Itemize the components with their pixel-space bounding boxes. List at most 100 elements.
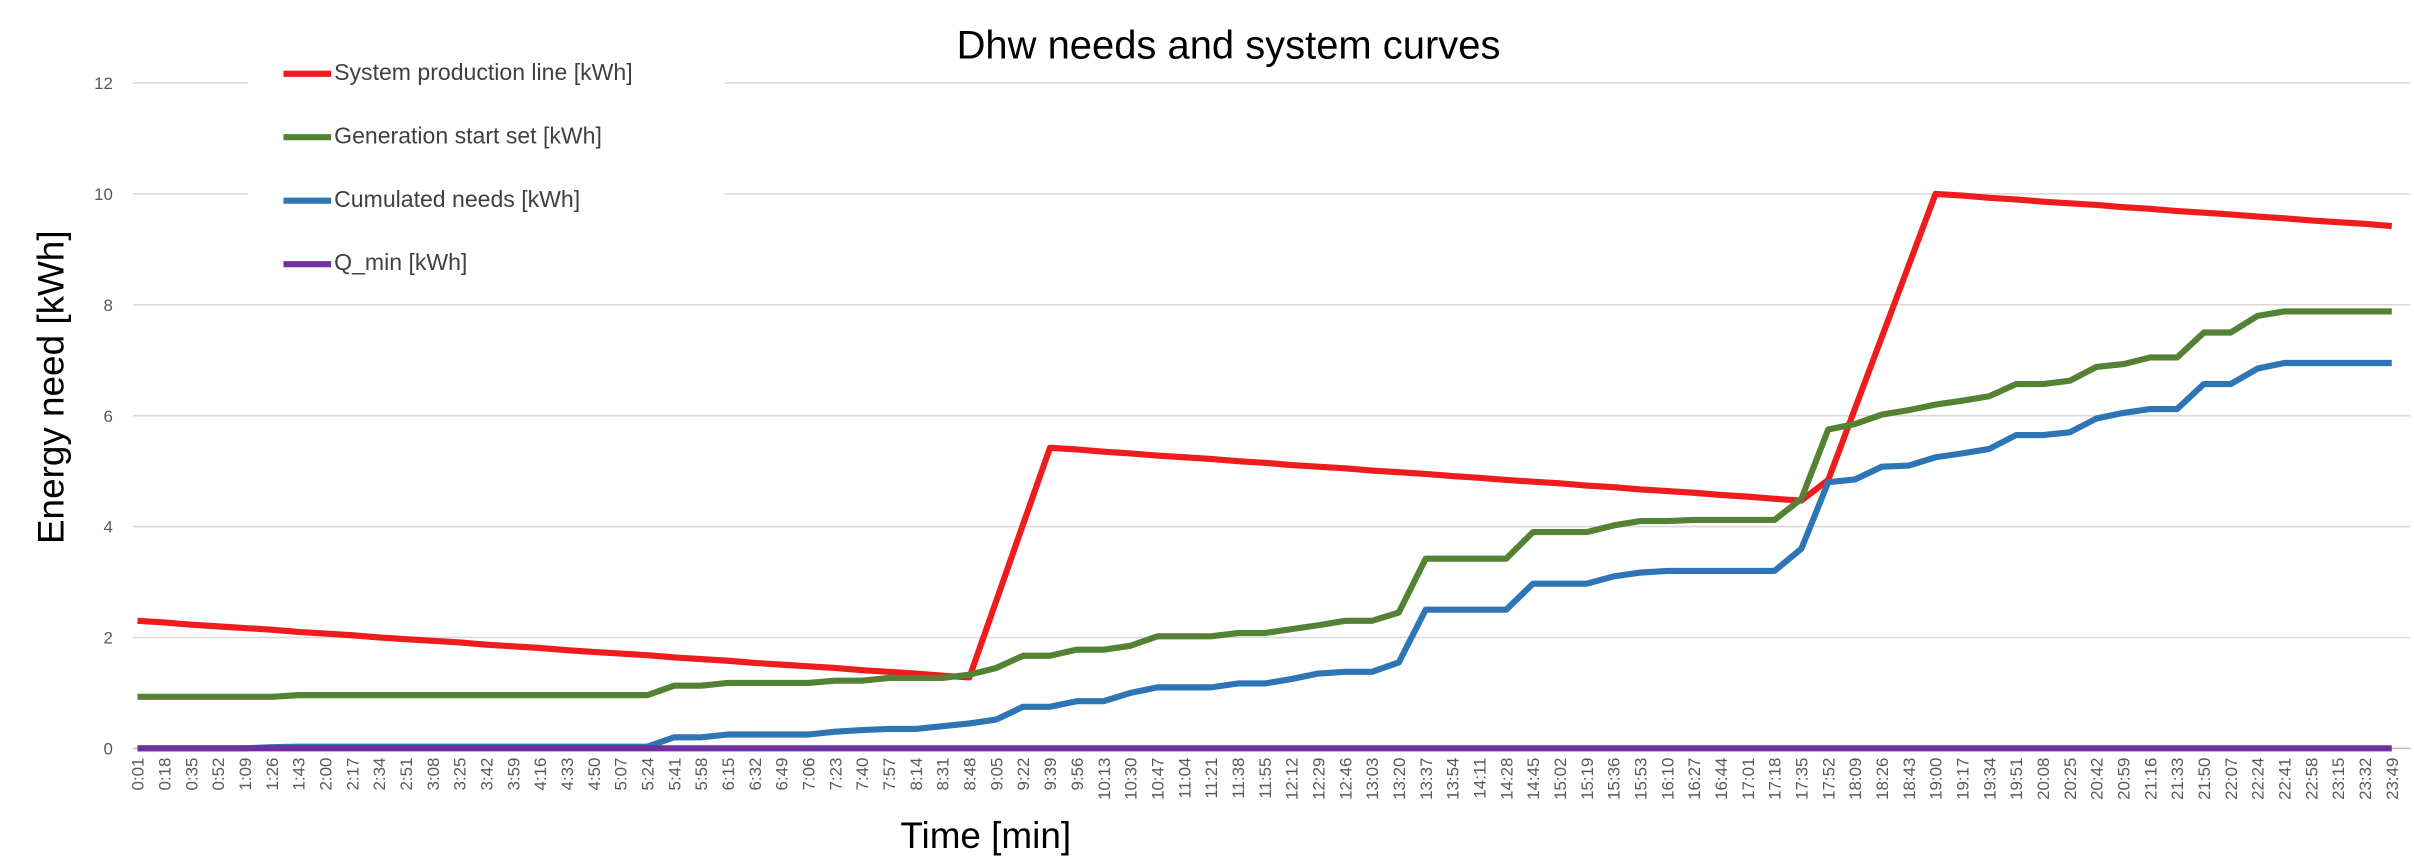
x-tick-label: 8:14: [907, 758, 926, 791]
x-tick-label: 7:23: [826, 758, 845, 791]
x-tick-label: 6:49: [773, 758, 792, 791]
x-tick-label: 1:43: [290, 758, 309, 791]
x-tick-label: 2:51: [397, 758, 416, 791]
x-tick-label: 12:29: [1309, 758, 1328, 800]
x-tick-label: 3:08: [424, 758, 443, 791]
x-tick-label: 6:15: [719, 758, 738, 791]
x-tick-label: 22:58: [2302, 758, 2321, 800]
x-tick-label: 3:59: [504, 758, 523, 791]
x-tick-label: 8:31: [934, 758, 953, 791]
legend: System production line [kWh] Generation s…: [248, 46, 725, 300]
x-tick-label: 5:41: [665, 758, 684, 791]
x-tick-label: 3:42: [478, 758, 497, 791]
x-tick-label: 3:25: [451, 758, 470, 791]
x-tick-label: 18:43: [1900, 758, 1919, 800]
x-tick-label: 9:39: [1041, 758, 1060, 791]
x-tick-label: 9:22: [1014, 758, 1033, 791]
x-tick-label: 18:09: [1846, 758, 1865, 800]
x-tick-label: 9:05: [987, 758, 1006, 791]
x-tick-label: 20:59: [2115, 758, 2134, 800]
x-tick-label: 11:04: [1175, 758, 1194, 799]
x-tick-label: 19:00: [1927, 758, 1946, 800]
x-tick-label: 7:06: [800, 758, 819, 791]
x-tick-label: 0:52: [209, 758, 228, 791]
x-tick-label: 19:34: [1980, 758, 1999, 800]
x-tick-label: 2:17: [343, 758, 362, 791]
x-axis-label: Time [min]: [900, 815, 1071, 856]
x-tick-label: 20:08: [2034, 758, 2053, 800]
legend-label: Generation start set [kWh]: [334, 122, 602, 148]
x-tick-label: 6:32: [746, 758, 765, 791]
x-tick-label: 14:11: [1470, 758, 1489, 799]
x-tick-label: 17:01: [1739, 758, 1758, 800]
x-tick-label: 15:19: [1578, 758, 1597, 800]
series-line: [137, 190, 2393, 681]
x-tick-label: 18:26: [1873, 758, 1892, 800]
x-tick-label: 0:18: [155, 758, 174, 791]
legend-label: Q_min [kWh]: [334, 249, 467, 275]
x-tick-label: 17:35: [1793, 758, 1812, 800]
x-tick-label: 5:07: [612, 758, 631, 791]
x-tick-label: 21:16: [2141, 758, 2160, 800]
x-tick-label: 5:58: [692, 758, 711, 791]
x-tick-label: 10:47: [1148, 758, 1167, 800]
y-tick-label: 4: [103, 518, 112, 537]
x-tick-label: 15:53: [1631, 758, 1650, 800]
y-tick-label: 8: [103, 296, 112, 315]
x-tick-label: 14:28: [1497, 758, 1516, 800]
x-tick-label: 13:20: [1390, 758, 1409, 800]
x-tick-label: 4:16: [531, 758, 550, 791]
x-tick-label: 20:25: [2061, 758, 2080, 800]
x-tick-label: 2:00: [316, 758, 335, 791]
x-tick-label: 15:36: [1605, 758, 1624, 800]
y-axis-label: Energy need [kWh]: [31, 230, 72, 544]
x-tick-label: 17:18: [1766, 758, 1785, 800]
x-tick-label: 23:32: [2356, 758, 2375, 800]
x-tick-label: 23:49: [2383, 758, 2402, 800]
x-tick-label: 23:15: [2329, 758, 2348, 800]
x-tick-label: 0:01: [129, 758, 148, 791]
x-tick-label: 9:56: [1068, 758, 1087, 791]
x-tick-label: 22:41: [2276, 758, 2295, 800]
x-tick-label: 21:33: [2168, 758, 2187, 800]
x-tick-label: 7:57: [880, 758, 899, 791]
x-tick-label: 4:50: [585, 758, 604, 791]
x-tick-label: 16:10: [1658, 758, 1677, 800]
x-tick-label: 12:12: [1283, 758, 1302, 800]
plot-lines: [137, 190, 2393, 752]
x-tick-label: 1:26: [263, 758, 282, 791]
y-tick-label: 12: [94, 74, 113, 93]
x-tick-label: 13:54: [1444, 758, 1463, 800]
series-line: [137, 359, 2392, 752]
x-tick-label: 5:24: [639, 758, 658, 791]
y-tick-label: 2: [103, 629, 112, 648]
x-tick-label: 11:38: [1229, 758, 1248, 799]
x-tick-label: 22:24: [2249, 758, 2268, 800]
x-tick-label: 10:13: [1095, 758, 1114, 800]
x-tick-label: 17:52: [1819, 758, 1838, 800]
x-tick-label: 20:42: [2088, 758, 2107, 800]
x-tick-label: 11:21: [1202, 758, 1221, 799]
x-tick-label: 4:33: [558, 758, 577, 791]
x-tick-label: 0:35: [182, 758, 201, 791]
x-tick-label: 13:03: [1363, 758, 1382, 800]
tick-labels: 0 2 4 6 8 10 12 0:01 0:18 0:35 0:52 1:09 1:26 1:43 2:0…: [94, 74, 2402, 800]
y-tick-label: 10: [94, 185, 113, 204]
x-tick-label: 16:27: [1685, 758, 1704, 800]
x-tick-label: 15:02: [1551, 758, 1570, 800]
legend-label: Cumulated needs [kWh]: [334, 186, 580, 212]
legend-label: System production line [kWh]: [334, 59, 632, 85]
x-tick-label: 14:45: [1524, 758, 1543, 800]
x-tick-label: 11:55: [1256, 758, 1275, 799]
legend-box: [248, 46, 725, 300]
x-tick-label: 2:34: [370, 758, 389, 791]
x-tick-label: 13:37: [1417, 758, 1436, 800]
series-line: [137, 308, 2392, 700]
x-tick-label: 22:07: [2222, 758, 2241, 800]
x-tick-label: 12:46: [1336, 758, 1355, 800]
x-tick-label: 19:51: [2007, 758, 2026, 800]
x-tick-label: 16:44: [1712, 758, 1731, 800]
x-tick-label: 21:50: [2195, 758, 2214, 800]
y-tick-label: 6: [103, 407, 112, 426]
